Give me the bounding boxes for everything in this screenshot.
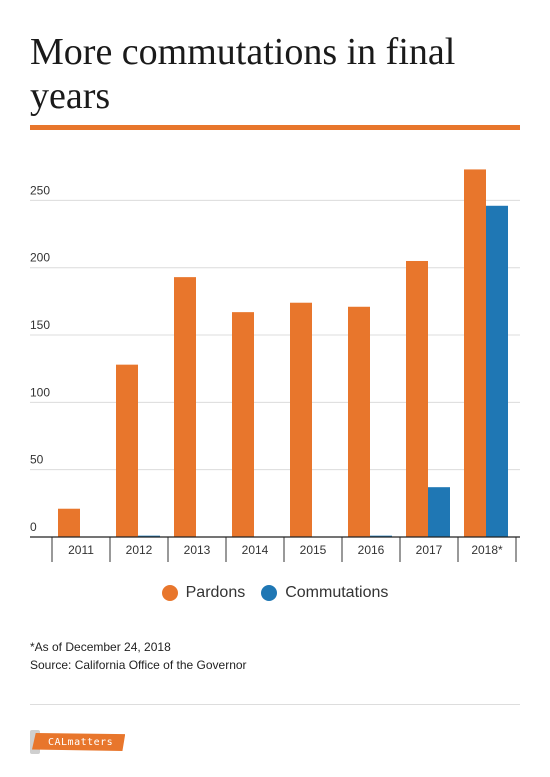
bar-commutations-2016 — [370, 535, 392, 537]
calmatters-logo: CALmatters — [32, 733, 126, 751]
footnote: *As of December 24, 2018 — [30, 640, 171, 654]
y-tick-label: 250 — [30, 183, 50, 197]
y-tick-label: 200 — [30, 251, 50, 265]
legend-item-commutations: Commutations — [261, 584, 388, 602]
bar-pardons-2012 — [116, 364, 138, 537]
x-tick-label: 2011 — [68, 543, 94, 557]
bar-pardons-2016 — [348, 306, 370, 537]
bar-pardons-2017 — [406, 260, 428, 537]
chart-title: More commutations in final years — [30, 31, 456, 117]
y-tick-label: 100 — [30, 385, 50, 399]
legend-label-commutations: Commutations — [285, 584, 389, 601]
x-tick-label: 2016 — [358, 543, 385, 557]
bar-pardons-2015 — [290, 302, 312, 537]
footer-divider — [30, 704, 520, 705]
bar-pardons-2011 — [58, 508, 80, 537]
x-tick-label: 2017 — [416, 543, 443, 557]
y-tick-label: 50 — [30, 453, 44, 467]
x-tick-label: 2012 — [126, 543, 153, 557]
legend-item-pardons: Pardons — [161, 584, 246, 602]
x-tick-label: 2018* — [471, 543, 503, 557]
bar-pardons-2013 — [174, 277, 196, 537]
y-tick-label: 0 — [30, 520, 37, 534]
x-tick-label: 2015 — [300, 543, 327, 557]
legend: Pardons Commutations — [0, 584, 550, 602]
source-note: Source: California Office of the Governo… — [30, 658, 247, 672]
title-divider — [30, 125, 520, 130]
x-tick-label: 2014 — [242, 543, 269, 557]
bar-chart: 0 50 100 150 200 250 2011 2012 2013 2014 2015 2016 2… — [30, 169, 520, 562]
legend-label-pardons: Pardons — [185, 584, 246, 601]
commutations-swatch-icon — [261, 585, 278, 601]
pardons-swatch-icon — [161, 585, 178, 601]
y-tick-label: 150 — [30, 318, 50, 332]
x-tick-label: 2013 — [184, 543, 211, 557]
bar-commutations-2017 — [428, 487, 450, 537]
logo-text: CALmatters — [48, 736, 114, 748]
bar-commutations-2012 — [138, 535, 160, 537]
bar-pardons-2014 — [232, 312, 254, 537]
bar-commutations-2018 — [486, 205, 508, 537]
bar-pardons-2018 — [464, 169, 486, 538]
